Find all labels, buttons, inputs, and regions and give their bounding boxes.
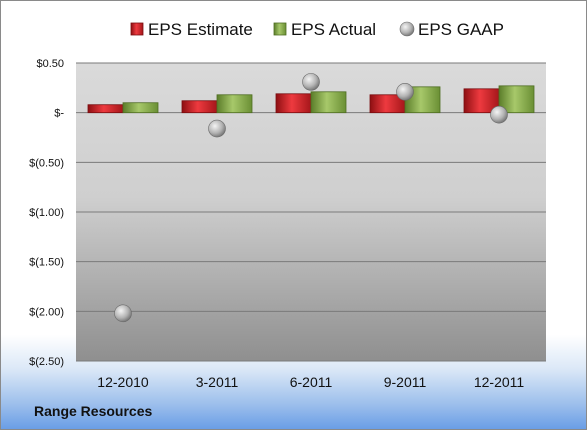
legend-label: EPS Estimate: [148, 20, 253, 39]
legend-swatch: [130, 22, 144, 36]
y-tick-label: $(2.00): [29, 306, 64, 318]
x-tick-label: 3-2011: [196, 374, 239, 390]
legend-swatch: [399, 21, 415, 37]
eps-gaap-point: [396, 83, 414, 101]
eps-gaap-point: [490, 105, 508, 124]
y-tick-label: $(2.50): [29, 356, 64, 368]
y-tick-label: $-: [54, 108, 64, 120]
eps-gaap-point: [114, 304, 132, 323]
eps-estimate-bar: [87, 104, 124, 114]
eps-gaap-point: [208, 119, 226, 138]
y-tick-label: $(1.50): [29, 257, 64, 269]
y-tick-label: $(1.00): [29, 207, 64, 219]
eps-actual-bar: [216, 94, 253, 114]
eps-estimate-bar: [181, 100, 218, 114]
y-tick-label: $(0.50): [29, 157, 64, 169]
eps-estimate-bar: [275, 93, 312, 114]
x-tick-label: 6-2011: [290, 374, 333, 390]
x-tick-label: 12-2011: [474, 374, 525, 390]
legend-label: EPS Actual: [291, 20, 376, 39]
x-tick-label: 12-2010: [97, 374, 149, 390]
eps-actual-bar: [122, 102, 159, 114]
company-name: Range Resources: [34, 403, 153, 419]
eps-gaap-point: [302, 73, 320, 91]
eps-actual-bar: [310, 91, 347, 114]
legend-label: EPS GAAP: [418, 20, 504, 39]
x-tick-label: 9-2011: [384, 374, 427, 390]
y-tick-label: $0.50: [36, 58, 64, 70]
legend-swatch: [273, 22, 287, 36]
